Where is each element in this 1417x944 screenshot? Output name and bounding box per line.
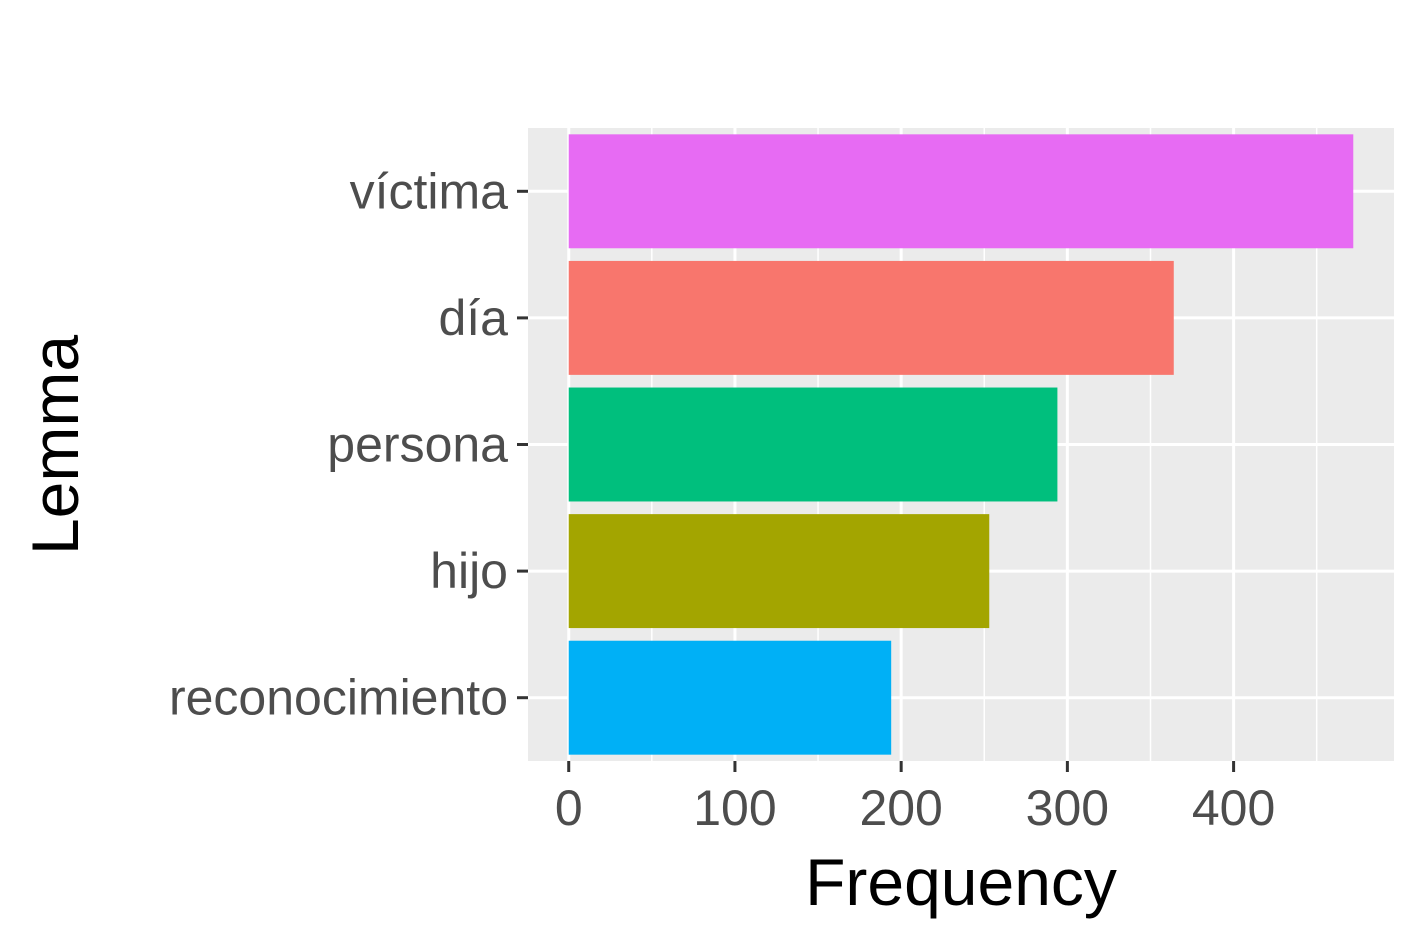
x-axis-title: Frequency [805, 845, 1117, 919]
bar-2 [568, 260, 1174, 375]
y-axis-title: Lemma [18, 335, 92, 555]
y-tick-label: persona [327, 417, 508, 473]
y-tick-label: reconocimiento [169, 670, 508, 726]
bar-5 [568, 640, 892, 755]
bar-4 [568, 514, 990, 629]
bar-1 [568, 134, 1354, 249]
x-tick-label: 0 [555, 780, 583, 836]
x-tick-label: 200 [859, 780, 942, 836]
bars [568, 134, 1354, 755]
x-tick-label: 100 [693, 780, 776, 836]
y-tick-label: día [438, 290, 508, 346]
y-tick-label: víctima [350, 163, 509, 219]
y-tick-label: hijo [430, 543, 508, 599]
y-axis: víctima día persona hijo reconocimiento [169, 163, 528, 726]
bar-3 [568, 387, 1058, 502]
x-tick-label: 400 [1192, 780, 1275, 836]
x-axis: 0 100 200 300 400 [555, 761, 1275, 836]
x-tick-label: 300 [1026, 780, 1109, 836]
